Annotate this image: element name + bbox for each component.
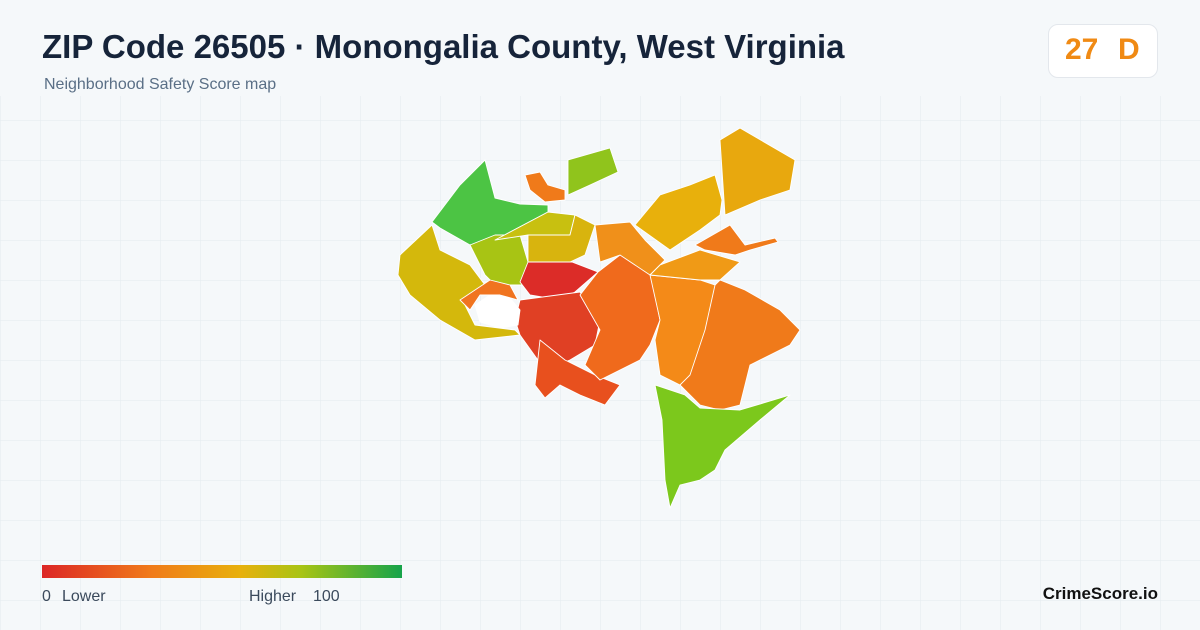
area [634,174,723,251]
area [431,159,549,246]
score-grade: D [1118,33,1140,66]
area [719,127,796,216]
legend-max: 100 [313,588,340,605]
area [524,171,566,203]
area [679,279,801,411]
score-value: 27 [1065,33,1099,66]
area [694,224,779,256]
title: ZIP Code 26505 · Monongalia County, West… [42,28,845,65]
area [649,249,741,281]
zip-areas [397,127,801,509]
area [534,339,621,406]
subtitle: Neighborhood Safety Score map [44,76,277,93]
area [654,384,791,509]
legend-max-label: Higher [249,588,297,605]
area [649,274,716,386]
legend-min: 0 [42,588,51,605]
brand: CrimeScore.io [1042,584,1158,603]
score-badge [1048,24,1158,78]
legend-min-label: Lower [62,588,106,605]
area [567,147,619,196]
area [474,294,521,329]
area [397,224,521,341]
legend-gradient [42,565,402,578]
